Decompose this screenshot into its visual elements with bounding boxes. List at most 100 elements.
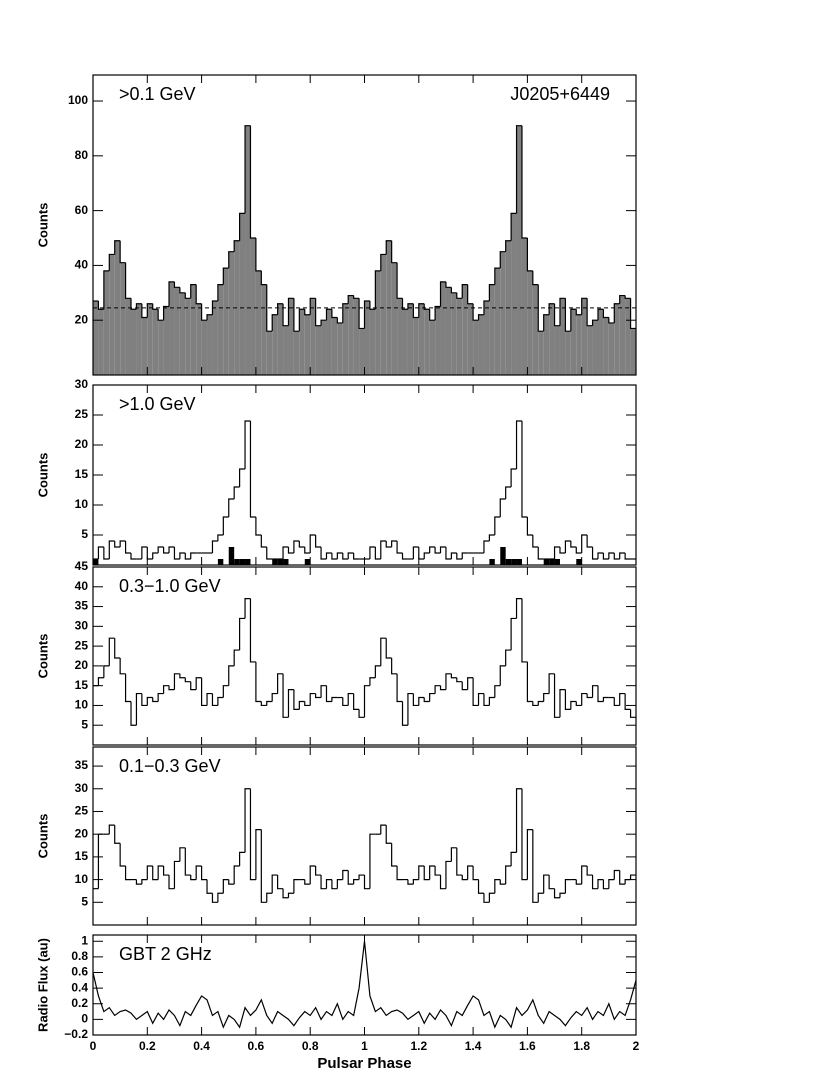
histogram-step: [483, 300, 490, 315]
histogram-step: [233, 865, 240, 885]
histogram-step: [521, 421, 528, 518]
histogram-step: [429, 309, 436, 321]
histogram-step: [391, 540, 398, 547]
histogram-step: [315, 865, 322, 876]
histogram-step: [157, 546, 164, 553]
histogram-step: [179, 847, 186, 862]
bar: [272, 314, 278, 375]
histogram-step: [429, 865, 436, 880]
histogram-step: [217, 696, 224, 706]
histogram-step: [211, 693, 218, 707]
y-tick-label: 0.4: [71, 980, 88, 994]
histogram-step: [494, 878, 501, 894]
histogram-step: [211, 893, 218, 903]
bar: [304, 314, 311, 375]
histogram-step: [124, 865, 132, 881]
histogram-step: [108, 637, 115, 666]
histogram-step: [429, 546, 436, 553]
histogram-step: [423, 697, 430, 703]
histogram-step: [190, 283, 197, 299]
y-tick-label: 25: [75, 638, 89, 652]
x-tick-label: 0.4: [193, 1039, 210, 1053]
histogram-step: [266, 892, 273, 903]
bar: [283, 325, 289, 375]
bar: [418, 303, 425, 375]
histogram-step: [353, 693, 360, 710]
histogram-step: [439, 685, 446, 691]
histogram-step: [608, 317, 615, 324]
histogram-step: [613, 697, 620, 707]
bar: [255, 270, 262, 375]
panel-title: >0.1 GeV: [119, 84, 196, 104]
y-tick-label: 100: [68, 93, 88, 107]
y-tick-label: 30: [75, 781, 89, 795]
histogram-step: [619, 692, 626, 706]
histogram-step: [146, 303, 153, 318]
bar: [462, 284, 468, 375]
histogram-step: [336, 552, 343, 559]
histogram-step: [613, 869, 620, 880]
histogram-step: [374, 547, 381, 560]
histogram-step: [380, 540, 387, 559]
bar: [277, 303, 284, 375]
histogram-step: [233, 240, 240, 252]
histogram-step: [510, 851, 517, 866]
bar: [402, 309, 408, 375]
bar: [451, 292, 457, 375]
histogram-step: [532, 535, 539, 548]
histogram-step: [179, 552, 186, 559]
histogram-step: [353, 553, 360, 560]
histogram-step: [532, 829, 539, 903]
histogram-step: [391, 843, 398, 867]
x-tick-label: 1.6: [519, 1039, 536, 1053]
bar: [576, 314, 582, 375]
y-tick-label: 0.8: [71, 949, 88, 963]
histogram-step: [195, 865, 202, 880]
bar: [543, 314, 550, 375]
bar: [174, 287, 180, 375]
histogram-step: [488, 696, 495, 706]
bar: [608, 322, 615, 375]
histogram-step: [141, 693, 148, 707]
histogram-step: [190, 681, 197, 691]
bar: [217, 559, 224, 565]
bar: [570, 309, 577, 375]
bar: [277, 559, 284, 565]
histogram-step: [152, 697, 159, 703]
histogram-step: [309, 692, 316, 706]
histogram-step: [526, 238, 533, 272]
histogram-step: [124, 673, 132, 703]
bar: [299, 309, 305, 375]
histogram-step: [336, 878, 343, 889]
histogram-step: [347, 552, 354, 559]
histogram-step: [233, 486, 240, 499]
histogram-step: [613, 553, 620, 560]
histogram-step: [602, 879, 609, 890]
histogram-step: [244, 125, 251, 214]
bar: [261, 284, 267, 375]
histogram-step: [515, 420, 522, 469]
histogram-step: [201, 303, 208, 321]
bar: [500, 547, 506, 565]
bar: [467, 303, 474, 375]
histogram-step: [391, 240, 398, 264]
y-tick-label: 20: [75, 437, 89, 451]
y-tick-label: 80: [75, 148, 89, 162]
histogram-step: [277, 875, 284, 890]
bar: [565, 331, 571, 375]
histogram-step: [401, 553, 408, 560]
histogram-step: [249, 598, 256, 663]
histogram-step: [347, 692, 354, 706]
bar: [597, 309, 604, 375]
bar: [234, 559, 240, 565]
bar: [136, 303, 142, 375]
histogram-step: [521, 598, 528, 663]
histogram-step: [412, 878, 419, 885]
histogram-step: [342, 869, 349, 880]
histogram-step: [130, 701, 137, 726]
histogram-step: [168, 875, 175, 890]
histogram-step: [336, 317, 343, 324]
histogram-step: [505, 240, 512, 252]
histogram-step: [108, 824, 115, 835]
bar: [93, 559, 99, 565]
